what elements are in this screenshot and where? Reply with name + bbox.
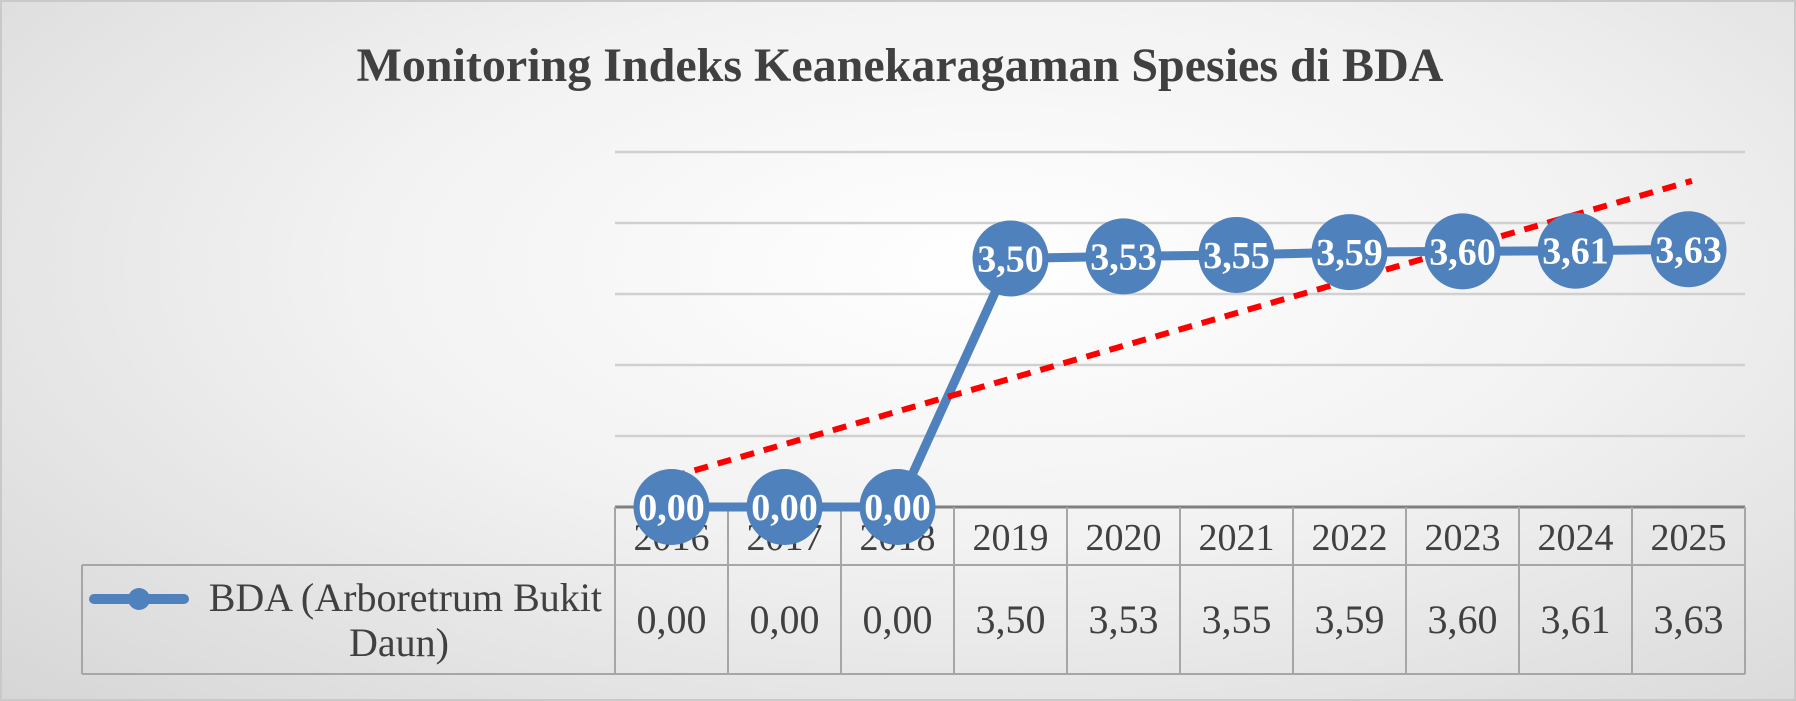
data-point-marker	[746, 469, 823, 545]
legend-label-line1: BDA (Arboretrum Bukit	[209, 575, 602, 620]
data-label: 0,00	[864, 487, 931, 529]
data-table: 2016201720182019202020212022202320242025…	[81, 507, 1746, 675]
table-cell-value: 3,55	[1202, 597, 1272, 642]
x-tick-label: 2025	[1651, 517, 1727, 559]
data-label: 3,53	[1090, 236, 1157, 278]
data-point-marker	[1198, 216, 1275, 293]
table-cell-value: 0,00	[750, 597, 820, 642]
table-cell-value: 3,50	[976, 597, 1046, 642]
x-tick-label: 2023	[1425, 517, 1501, 559]
data-point-marker	[1650, 211, 1727, 288]
data-label: 0,00	[751, 487, 818, 529]
table-cell-value: 3,63	[1654, 597, 1724, 642]
data-label: 3,55	[1203, 235, 1270, 277]
data-point-marker	[1424, 213, 1501, 290]
x-tick-label: 2022	[1312, 517, 1388, 559]
data-label: 3,61	[1542, 231, 1609, 273]
legend-key-marker	[128, 588, 150, 610]
data-point-marker	[1085, 218, 1162, 295]
legend-label-line2: Daun)	[349, 620, 449, 665]
series-line	[667, 244, 1693, 512]
table-cell-value: 3,53	[1089, 597, 1159, 642]
table-cell-value: 3,59	[1315, 597, 1385, 642]
data-point-marker	[633, 469, 710, 545]
x-tick-label: 2021	[1199, 517, 1275, 559]
series-bda	[667, 244, 1693, 512]
table-cell-value: 3,61	[1541, 597, 1611, 642]
table-cell-value: 0,00	[637, 597, 707, 642]
data-label: 3,59	[1316, 232, 1383, 274]
table-cell-value: 3,60	[1428, 597, 1498, 642]
data-point-marker	[859, 469, 936, 545]
x-tick-label: 2020	[1086, 517, 1162, 559]
data-label: 3,63	[1655, 229, 1722, 271]
trendline	[670, 177, 1693, 480]
trendline-line	[670, 177, 1693, 480]
data-point-marker	[1537, 212, 1614, 289]
data-markers: 0,00 0,00 0,00 3,50 3,53 3,55 3,59 3,60 3,61 3,63	[633, 211, 1727, 545]
data-label: 3,60	[1429, 231, 1496, 273]
data-label: 3,50	[977, 239, 1044, 281]
data-label: 0,00	[638, 487, 705, 529]
chart-title: Monitoring Indeks Keanekaragaman Spesies…	[356, 39, 1444, 92]
data-point-marker	[1311, 214, 1388, 291]
table-cell-value: 0,00	[863, 597, 933, 642]
data-point-marker	[972, 220, 1049, 297]
x-tick-label: 2019	[973, 517, 1049, 559]
x-tick-label: 2024	[1538, 517, 1614, 559]
